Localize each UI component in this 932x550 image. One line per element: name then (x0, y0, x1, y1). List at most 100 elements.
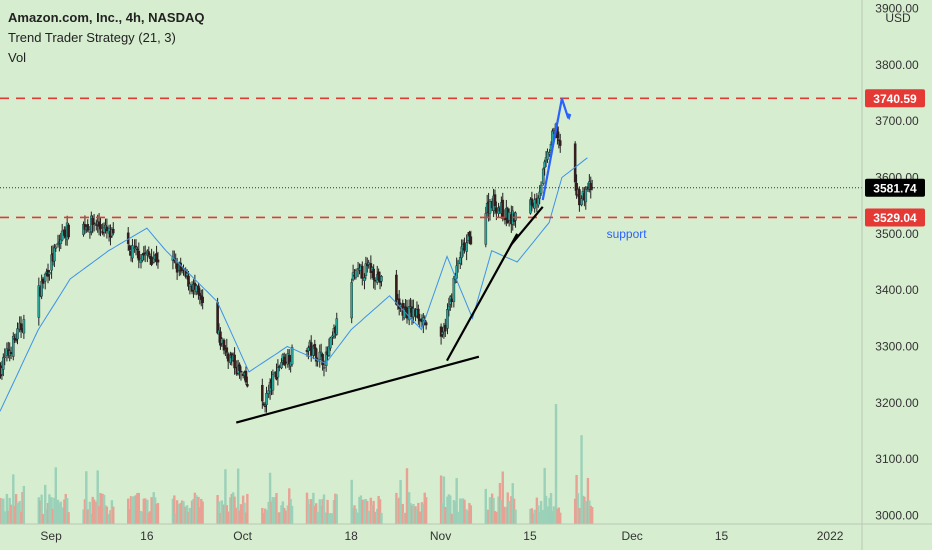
volume-bar (310, 499, 313, 524)
candle-body (280, 362, 283, 369)
volume-bar (459, 498, 462, 524)
price-label-text: 3529.04 (873, 211, 917, 225)
candle-body (322, 366, 326, 369)
candle-body (233, 354, 236, 369)
candle-body (105, 226, 109, 232)
volume-bar (185, 505, 189, 524)
time-axis[interactable]: Sep 16 Oct 18 Nov 15 Dec 15 2022 (40, 529, 843, 543)
volume-bar (318, 499, 321, 524)
candle-body (507, 211, 511, 221)
x-tick-label: 16 (140, 529, 154, 543)
volume-bar (129, 496, 133, 524)
candle-body (67, 224, 70, 238)
volume-bar (276, 512, 280, 524)
volume-bar (501, 471, 504, 524)
volume-bar (503, 506, 507, 524)
volume-bar (230, 493, 233, 524)
candle-body (367, 262, 370, 265)
candle-body (533, 199, 536, 209)
candle-body (488, 201, 492, 214)
volume-bar (319, 505, 323, 524)
volume-bar (584, 500, 587, 524)
volume-bar (350, 479, 353, 524)
volume-bar (401, 503, 404, 524)
candle-body (541, 168, 545, 184)
candle-body (546, 151, 549, 160)
symbol-title[interactable]: Amazon.com, Inc., 4h, NASDAQ (8, 10, 205, 25)
volume-bar (198, 507, 202, 524)
volume-bar (353, 505, 356, 524)
volume-bar (174, 513, 177, 524)
volume-bar (267, 501, 270, 524)
volume-bar (316, 511, 319, 524)
volume-bar (514, 509, 517, 524)
volume-bar (182, 501, 185, 524)
volume-bar (178, 503, 181, 524)
candle-body (335, 318, 339, 335)
volume-bar (283, 507, 286, 524)
volume-bar (538, 512, 541, 524)
candle-body (456, 261, 460, 265)
candle-body (284, 361, 287, 364)
volume-bar (351, 508, 355, 524)
volume-bar (54, 467, 58, 524)
candle-body (2, 357, 5, 370)
candle-body (143, 252, 147, 254)
candle-body (16, 328, 19, 340)
volume-bar (46, 503, 50, 524)
candle-body (265, 393, 268, 405)
volume-bar (575, 474, 578, 524)
volume-bar (271, 497, 275, 524)
volume-bar (21, 492, 24, 524)
volume-bar (288, 488, 291, 524)
volume-bar (314, 503, 318, 524)
candle-body (86, 224, 90, 231)
volume-bar (581, 495, 585, 524)
volume-bar (244, 512, 248, 524)
volume-bar (201, 501, 204, 524)
volume-bar (446, 496, 449, 524)
volume-bar (409, 503, 412, 524)
volume-bar (3, 511, 6, 524)
volume-bar (243, 502, 246, 524)
indicator-title[interactable]: Trend Trader Strategy (21, 3) (8, 30, 176, 45)
candle-body (501, 199, 505, 219)
volume-bar (128, 509, 131, 524)
candle-body (380, 275, 383, 282)
volume-bar (331, 513, 334, 524)
volume-bar (366, 501, 369, 524)
candle-body (133, 247, 136, 249)
y-tick-label: 3700.00 (875, 114, 919, 128)
volume-bar (364, 498, 368, 524)
candle-body (573, 143, 577, 183)
candle-body (198, 293, 202, 296)
support-label: support (607, 227, 648, 241)
volume-bar (485, 509, 489, 524)
volume-bar (45, 509, 48, 524)
volume-bar (329, 513, 332, 524)
candle-body (238, 364, 241, 371)
volume-bar (399, 480, 402, 524)
x-tick-label: 15 (715, 529, 729, 543)
candle-body (263, 405, 267, 408)
candle-body (446, 309, 449, 329)
volume-bar (9, 504, 13, 524)
volume-bar (548, 497, 551, 524)
candle-body (59, 239, 63, 244)
volume-bar (354, 508, 358, 524)
volume-title[interactable]: Vol (8, 50, 27, 65)
x-tick-label: Sep (40, 529, 62, 543)
volume-bar (552, 506, 556, 524)
candle-body (439, 326, 443, 337)
candle-body (141, 254, 144, 261)
candle-body (188, 283, 192, 287)
volume-bar (134, 495, 138, 524)
candle-body (9, 351, 13, 355)
volume-bar (51, 508, 55, 524)
volume-bar (500, 500, 503, 524)
volume-bar (22, 485, 26, 524)
volume-bar (449, 495, 452, 524)
candle-body (187, 275, 190, 287)
candle-body (246, 384, 249, 387)
